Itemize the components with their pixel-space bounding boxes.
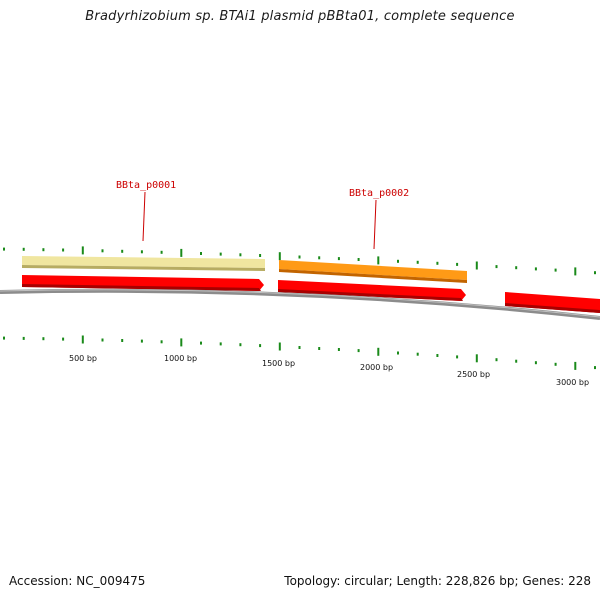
upper-tick-mark <box>278 252 281 261</box>
upper-tick-mark <box>377 256 380 265</box>
upper-tick-mark <box>42 248 45 252</box>
upper-tick-mark <box>416 260 419 264</box>
upper-tick-mark <box>554 268 557 272</box>
lower-tick-mark <box>22 336 25 340</box>
upper-tick-mark <box>436 261 439 265</box>
lower-tick-ring <box>3 335 596 370</box>
upper-tick-mark <box>495 265 498 269</box>
upper-tick-mark <box>298 255 301 259</box>
label-bbta-p0002: BBta_p0002 <box>349 188 409 250</box>
lower-tick-mark <box>337 348 340 351</box>
upper-tick-mark <box>121 249 124 253</box>
label-bbta-p0001: BBta_p0001 <box>116 180 176 242</box>
gene-feature-bbta-p0002[interactable] <box>279 260 467 283</box>
scale-label-3000: 3000 bp <box>556 378 589 387</box>
lower-tick-mark <box>397 351 399 355</box>
lower-tick-mark <box>62 337 65 341</box>
lower-tick-mark <box>475 354 478 363</box>
upper-tick-mark <box>200 252 202 255</box>
lower-tick-mark <box>219 342 222 346</box>
gene-feature-bbta-p0001[interactable] <box>22 256 265 271</box>
lower-tick-mark <box>278 342 281 351</box>
lower-tick-mark <box>377 347 380 356</box>
lower-tick-mark <box>259 344 262 348</box>
upper-tick-mark <box>239 253 242 257</box>
map-title: Bradyrhizobium sp. BTAi1 plasmid pBBta01… <box>85 9 515 24</box>
lower-tick-mark <box>456 355 459 359</box>
lower-tick-mark <box>318 347 321 350</box>
lower-tick-mark <box>436 354 439 357</box>
lower-tick-mark <box>534 361 537 365</box>
lower-tick-mark <box>239 343 242 347</box>
upper-tick-mark <box>160 250 163 254</box>
upper-tick-mark <box>140 250 143 254</box>
upper-tick-ring <box>3 246 596 276</box>
cds-feature-3[interactable] <box>505 292 600 313</box>
upper-tick-mark <box>22 247 25 251</box>
lower-tick-mark <box>515 359 518 363</box>
gene-label-text: BBta_p0002 <box>349 188 409 199</box>
gene-label-text: BBta_p0001 <box>116 180 176 191</box>
scale-label-2500: 2500 bp <box>457 370 490 379</box>
upper-tick-mark <box>574 267 577 276</box>
upper-tick-mark <box>101 249 104 253</box>
upper-tick-mark <box>515 266 518 270</box>
lower-tick-mark <box>495 358 498 362</box>
lower-tick-mark <box>81 335 84 344</box>
scale-label-1000: 1000 bp <box>164 354 197 363</box>
lower-tick-mark <box>594 366 596 370</box>
upper-tick-mark <box>456 262 459 266</box>
upper-tick-mark <box>534 267 537 271</box>
lower-tick-mark <box>42 337 45 341</box>
lower-tick-mark <box>180 338 183 347</box>
lower-tick-mark <box>298 346 301 349</box>
lower-tick-mark <box>121 339 124 342</box>
upper-tick-mark <box>3 247 5 251</box>
plasmid-backbone <box>0 288 600 320</box>
upper-tick-mark <box>81 246 84 255</box>
upper-tick-mark <box>357 258 360 261</box>
lower-tick-mark <box>140 339 143 343</box>
upper-tick-mark <box>337 257 340 261</box>
sequence-summary: Topology: circular; Length: 228,826 bp; … <box>284 574 591 588</box>
lower-tick-mark <box>416 352 419 356</box>
cds-feature-2[interactable] <box>278 280 466 301</box>
lower-tick-mark <box>574 361 577 370</box>
upper-tick-mark <box>475 261 478 270</box>
scale-labels: 500 bp 1000 bp 1500 bp 2000 bp 2500 bp 3… <box>69 354 589 387</box>
upper-tick-mark <box>594 271 596 275</box>
upper-tick-mark <box>318 256 321 260</box>
scale-label-1500: 1500 bp <box>262 359 295 368</box>
lower-tick-mark <box>357 349 360 353</box>
upper-tick-mark <box>62 248 65 252</box>
upper-tick-mark <box>397 259 399 263</box>
cds-feature-1[interactable] <box>22 275 264 291</box>
lower-tick-mark <box>554 362 557 366</box>
accession-text: Accession: NC_009475 <box>9 574 146 588</box>
lower-tick-mark <box>160 340 163 344</box>
upper-tick-mark <box>180 248 183 257</box>
upper-tick-mark <box>219 252 222 256</box>
lower-tick-mark <box>200 341 202 345</box>
scale-label-500: 500 bp <box>69 354 97 363</box>
scale-label-2000: 2000 bp <box>360 363 393 372</box>
lower-tick-mark <box>101 338 104 342</box>
upper-tick-mark <box>259 254 262 257</box>
lower-tick-mark <box>3 336 5 340</box>
